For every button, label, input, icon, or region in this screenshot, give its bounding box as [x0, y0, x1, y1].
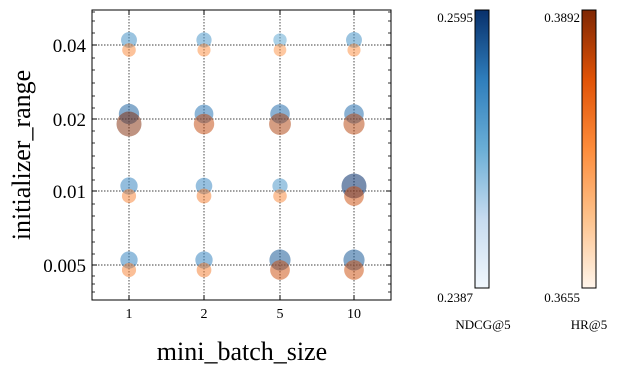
ndcg-5-marker-1-0-04 — [121, 32, 137, 48]
ndcg-colorbar-min-label: 0.2387 — [437, 290, 473, 305]
hr-5-marker-5-0-04 — [273, 43, 287, 57]
hr-colorbar-max-label: 0.3892 — [544, 10, 580, 25]
ndcg-5-marker-1-0-01 — [120, 177, 138, 195]
grid — [92, 10, 391, 300]
ndcg-colorbar — [474, 9, 490, 289]
hr-5-marker-10-0-005 — [344, 260, 364, 280]
plot-area — [91, 9, 392, 301]
hr-5-marker-2-0-02 — [193, 113, 215, 135]
ndcg-colorbar-title: NDCG@5 — [455, 317, 510, 332]
y-tick-label-0-04: 0.04 — [53, 36, 87, 57]
hr-5-marker-1-0-01 — [121, 188, 137, 204]
hr-5-marker-5-0-005 — [270, 260, 290, 280]
ndcg-5-marker-1-0-005 — [120, 251, 138, 269]
hr-5-marker-10-0-02 — [343, 113, 365, 135]
markers — [116, 32, 367, 280]
hr-5-marker-2-0-005 — [196, 262, 212, 278]
ticks: 1 2 5 10 0.005 0.01 0.02 0.04 — [43, 10, 391, 322]
hr-5-marker-10-0-04 — [347, 43, 361, 57]
y-tick-label-0-005: 0.005 — [43, 256, 86, 277]
x-tick-label-5: 5 — [277, 307, 284, 322]
hr-5-marker-1-0-02 — [116, 111, 142, 137]
ndcg-5-marker-5-0-01 — [272, 178, 288, 194]
hr-5-marker-2-0-01 — [196, 188, 212, 204]
y-axis-label: initializer_range — [7, 70, 36, 240]
y-tick-label-0-01: 0.01 — [53, 182, 86, 203]
x-tick-label-2: 2 — [201, 307, 208, 322]
hr-colorbar — [581, 9, 597, 289]
ndcg-5-marker-10-0-04 — [346, 32, 362, 48]
hr-5-marker-10-0-01 — [344, 186, 364, 206]
x-tick-label-10: 10 — [347, 307, 361, 322]
hr-5-marker-5-0-02 — [269, 113, 291, 135]
x-tick-label-1: 1 — [126, 307, 133, 322]
hr-5-marker-2-0-04 — [197, 43, 211, 57]
x-axis-label: mini_batch_size — [157, 337, 327, 365]
hr-colorbar-title: HR@5 — [571, 317, 608, 332]
hr-5-marker-5-0-01 — [273, 189, 287, 203]
y-tick-label-0-02: 0.02 — [53, 110, 86, 131]
hr-5-marker-1-0-04 — [122, 43, 136, 57]
hr-colorbar-min-label: 0.3655 — [544, 290, 580, 305]
ndcg-5-marker-2-0-04 — [196, 32, 212, 48]
ndcg-5-marker-5-0-04 — [273, 33, 287, 47]
hr-5-marker-1-0-005 — [121, 262, 137, 278]
ndcg-colorbar-max-label: 0.2595 — [437, 10, 473, 25]
